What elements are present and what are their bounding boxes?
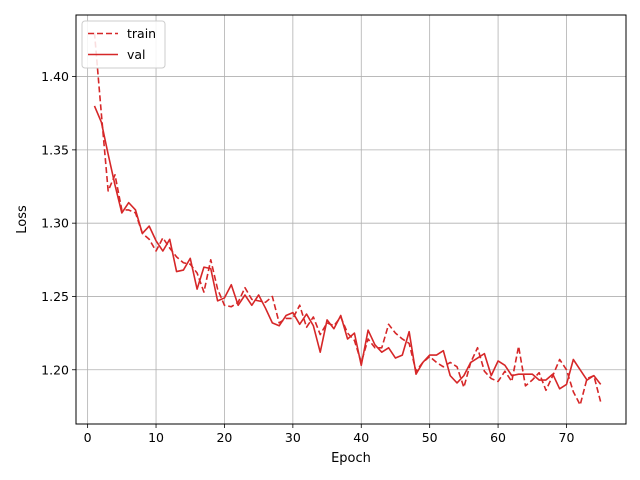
legend-label-train: train: [127, 26, 156, 41]
y-tick-label: 1.40: [41, 69, 69, 84]
y-tick-label: 1.35: [41, 142, 69, 157]
legend-label-val: val: [127, 47, 146, 62]
y-tick-label: 1.25: [41, 289, 69, 304]
y-tick-label: 1.30: [41, 216, 69, 231]
x-tick-label: 0: [84, 430, 92, 445]
plot-area-frame: [75, 14, 627, 425]
series-line-val: [93, 105, 602, 390]
x-tick-label: 40: [353, 430, 369, 445]
grid-lines: [76, 15, 626, 424]
y-axis-label: Loss: [15, 205, 30, 234]
x-tick-label: 50: [422, 430, 438, 445]
x-tick-label: 60: [490, 430, 506, 445]
x-axis-label: Epoch: [331, 451, 371, 466]
y-tick-label: 1.20: [41, 362, 69, 377]
x-axis-ticks: 0 10 20 30 40 50 60 70: [84, 424, 575, 445]
series-layer: [93, 32, 602, 406]
y-axis-ticks: 1.20 1.25 1.30 1.35 1.40: [41, 69, 76, 377]
x-tick-label: 30: [285, 430, 301, 445]
series-line-train: [93, 32, 602, 406]
legend: train val: [81, 20, 166, 69]
x-tick-label: 20: [216, 430, 232, 445]
x-tick-label: 70: [559, 430, 575, 445]
x-tick-label: 10: [148, 430, 164, 445]
